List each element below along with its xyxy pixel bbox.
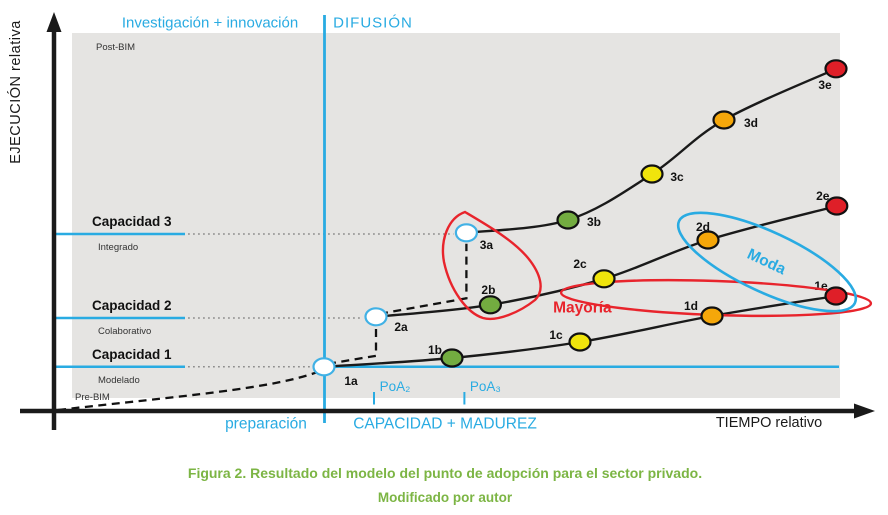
point-1c bbox=[568, 332, 592, 352]
figure-caption-line2: Modificado por autor bbox=[378, 490, 513, 505]
point-label-3c: 3c bbox=[670, 170, 684, 184]
point-label-1b: 1b bbox=[428, 343, 442, 357]
point-1b bbox=[440, 348, 464, 368]
point-3b bbox=[556, 210, 580, 230]
phase-bottom-left-label: preparación bbox=[225, 416, 307, 433]
capacity-name: Capacidad 2 bbox=[92, 298, 172, 313]
point-3e bbox=[824, 59, 848, 79]
post-bim-label: Post-BIM bbox=[96, 42, 135, 53]
point-label-1d: 1d bbox=[684, 299, 698, 313]
point-label-2e: 2e bbox=[816, 189, 830, 203]
adoption-step-dashed-path bbox=[379, 243, 468, 315]
point-label-3e: 3e bbox=[818, 78, 832, 92]
point-label-2a: 2a bbox=[394, 320, 408, 334]
capacity-name: Capacidad 1 bbox=[92, 347, 172, 362]
x-axis-title: TIEMPO relativo bbox=[716, 415, 822, 431]
poa-markers: PoA₂ PoA₃ bbox=[373, 379, 501, 405]
axes bbox=[20, 12, 875, 430]
point-1e bbox=[824, 286, 848, 306]
phase-bottom-right-label: CAPACIDAD + MADUREZ bbox=[353, 416, 537, 433]
capacity-sublabel: Integrado bbox=[98, 242, 138, 253]
point-3c bbox=[640, 164, 664, 184]
point-label-3d: 3d bbox=[744, 116, 758, 130]
pre-bim-label: Pre-BIM bbox=[75, 392, 110, 403]
capacity-level-lines bbox=[52, 232, 839, 369]
point-2b bbox=[478, 295, 502, 315]
point-1a bbox=[312, 357, 336, 377]
phase-top-left-label: Investigación + innovación bbox=[122, 15, 298, 32]
point-2e bbox=[825, 196, 849, 216]
y-axis-arrowhead bbox=[46, 12, 62, 32]
point-1d bbox=[700, 306, 724, 326]
y-axis-title: EJECUCIÓN relativa bbox=[7, 20, 24, 164]
point-label-2b: 2b bbox=[481, 283, 495, 297]
figure-caption-line1: Figura 2. Resultado del modelo del punto… bbox=[188, 465, 702, 481]
poa-label: PoA₂ bbox=[380, 379, 411, 394]
point-label-3b: 3b bbox=[587, 215, 601, 229]
moda-ellipse bbox=[676, 211, 858, 313]
capacity-sublabel: Colaborativo bbox=[98, 326, 151, 337]
poa-label: PoA₃ bbox=[470, 379, 501, 394]
capacity-labels: Capacidad 3 Integrado Capacidad 2 Colaborat… bbox=[92, 214, 172, 386]
point-label-3a: 3a bbox=[480, 238, 494, 252]
point-3a bbox=[454, 223, 478, 243]
data-points bbox=[312, 59, 849, 377]
point-2c bbox=[592, 269, 616, 289]
mayoria-loop-upper bbox=[441, 210, 542, 321]
dashed-connectors bbox=[57, 243, 468, 412]
plot-area bbox=[72, 33, 840, 398]
pre-bim-dashed-path bbox=[57, 370, 319, 412]
x-axis-arrowhead bbox=[854, 403, 875, 419]
capacity-sublabel: Modelado bbox=[98, 375, 140, 386]
annotation-mayoría: Mayoría bbox=[553, 300, 612, 317]
adoption-step-dashed-path bbox=[327, 327, 378, 365]
point-label-1c: 1c bbox=[549, 328, 563, 342]
point-3d bbox=[712, 110, 736, 130]
point-2d bbox=[696, 230, 720, 250]
point-label-1a: 1a bbox=[344, 374, 358, 388]
point-2a bbox=[364, 307, 388, 327]
point-label-2c: 2c bbox=[573, 257, 587, 271]
phase-top-right-label: DIFUSIÓN bbox=[333, 15, 413, 32]
capacity-name: Capacidad 3 bbox=[92, 214, 172, 229]
